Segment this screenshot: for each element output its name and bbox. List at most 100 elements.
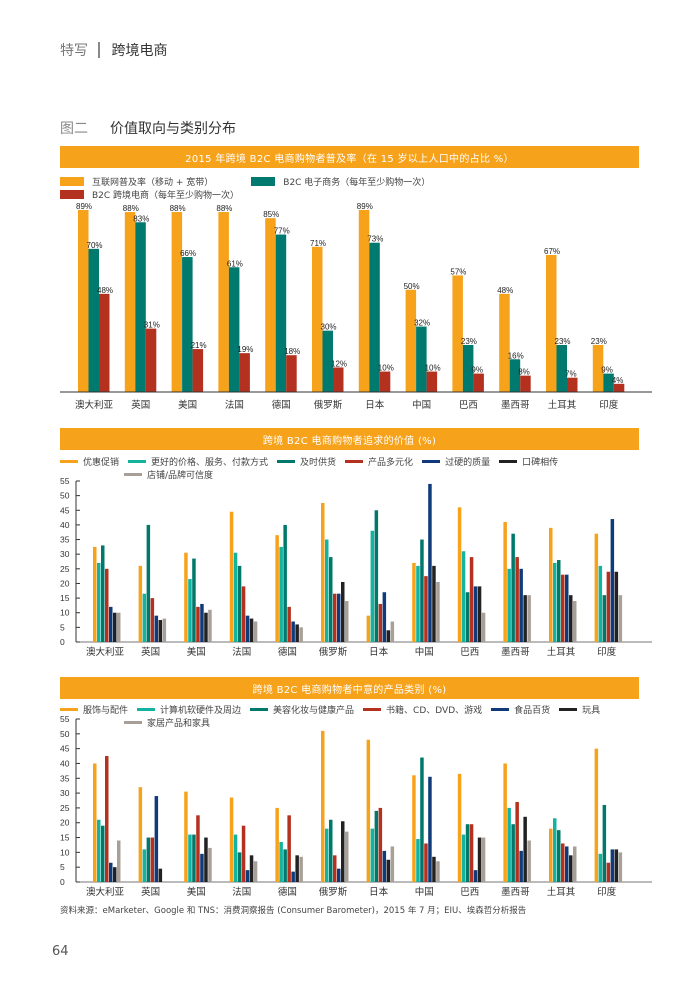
page-number: 64 [52,944,69,959]
x-tick-label: 澳大利亚 [86,886,125,898]
data-label: 31% [144,321,160,330]
bar [239,353,250,392]
bar [275,535,279,642]
bar [416,565,420,642]
bar [200,853,204,882]
bar [117,840,121,882]
legend-label: 及时供货 [300,458,337,468]
legend-swatch [60,177,84,186]
bar [291,621,295,642]
bar [253,621,258,642]
data-label: 66% [180,249,196,258]
bar [109,862,113,882]
data-label: 88% [123,204,139,213]
bar [379,371,391,392]
chart3-title: 跨境 B2C 电商购物者中意的产品类别 (%) [252,684,447,696]
chart2-title-banner: 跨境 B2C 电商购物者追求的价值 (%) [60,428,639,450]
bar [333,855,337,882]
bar [606,862,611,882]
bar [473,586,478,642]
data-label: 88% [170,204,186,213]
bar [499,293,510,392]
bar [295,624,299,642]
x-tick-label: 墨西哥 [501,647,530,658]
bar [279,841,283,882]
data-label: 88% [216,204,232,213]
y-tick-label: 20 [60,578,70,588]
bar [465,592,470,642]
bar [565,846,569,882]
legend-swatch [128,460,147,463]
bar [519,850,523,882]
data-label: 19% [237,345,253,354]
data-label: 48% [497,286,513,295]
bar [312,246,323,392]
x-tick-label: 土耳其 [547,886,576,898]
bar [99,293,110,392]
data-label: 73% [367,235,383,244]
data-label: 48% [97,286,113,295]
bar [142,593,147,642]
figure-caption: 价值取向与类别分布 [110,121,236,137]
bar [97,819,101,882]
legend-item: 产品多元化 [345,455,413,468]
bar [390,846,395,882]
bar [109,606,113,642]
bar [366,739,371,882]
data-label: 85% [263,210,279,219]
bar [610,519,615,642]
figure-title: 图二 价值取向与类别分布 [60,118,236,138]
bar [341,821,345,882]
data-label: 23% [555,337,571,346]
bar [142,849,147,882]
bar [196,815,200,882]
bar [117,612,121,642]
legend-swatch [137,708,156,711]
bar [424,843,428,882]
legend-item: 过硬的质量 [422,455,490,468]
bar [245,870,250,882]
bar [520,375,531,392]
data-label: 9% [601,366,613,375]
bar [557,560,561,642]
bar [567,377,578,392]
bar [228,267,240,392]
bar [229,511,234,642]
bar [253,861,258,882]
y-tick-label: 35 [60,535,70,545]
bar [598,565,603,642]
chart2-legend: 优惠促销 更好的价格、服务、付款方式 及时供货 产品多元化 过硬的质量 口碑相传 店铺/品牌… [60,455,650,481]
bar [405,289,417,392]
data-label: 61% [227,259,243,268]
bar [188,834,192,882]
bar [145,328,157,392]
y-tick-label: 30 [60,788,70,798]
x-tick-label: 美国 [187,886,206,898]
bar [299,856,303,882]
x-tick-label: 土耳其 [548,399,577,411]
x-tick-label: 法国 [232,646,251,658]
x-tick-label: 墨西哥 [501,400,530,411]
bar [171,212,183,392]
bar [507,807,511,882]
x-tick-label: 法国 [225,399,244,411]
x-tick-label: 印度 [597,646,617,658]
data-label: 77% [274,227,290,236]
legend-item: 美容化妆与健康产品 [250,703,354,716]
data-label: 12% [331,359,347,368]
legend-item: 互联网普及率（移动 + 宽带） [60,175,213,188]
bar [481,837,486,882]
bar [322,330,333,392]
bar [93,546,97,642]
bar [158,620,163,642]
x-tick-label: 法国 [232,886,251,898]
bar [569,855,573,882]
bar [386,859,391,882]
bar [150,598,155,642]
bar [523,595,527,642]
x-tick-label: 中国 [412,399,431,411]
bar [370,530,375,642]
bar [416,326,427,392]
bar [602,804,607,882]
data-label: 83% [133,214,149,223]
